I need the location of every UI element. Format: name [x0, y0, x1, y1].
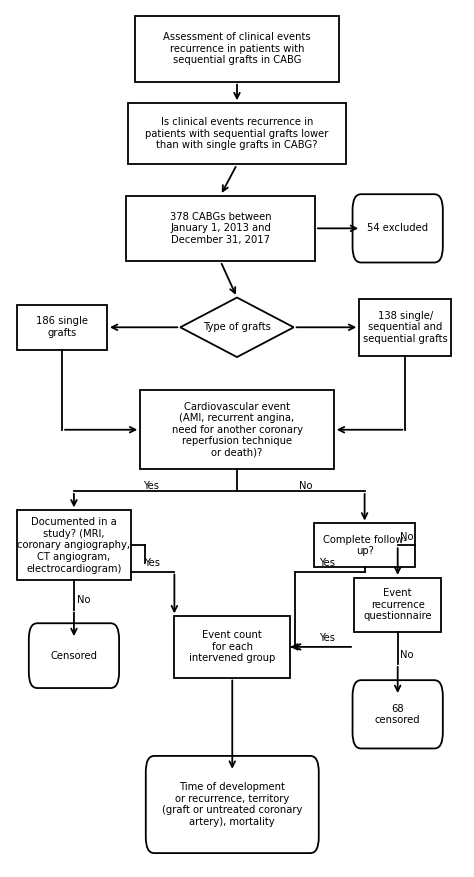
Text: Censored: Censored: [50, 651, 98, 660]
FancyBboxPatch shape: [354, 578, 441, 632]
Text: Yes: Yes: [143, 481, 159, 491]
Text: 378 CABGs between
January 1, 2013 and
December 31, 2017: 378 CABGs between January 1, 2013 and De…: [170, 211, 271, 245]
FancyBboxPatch shape: [136, 16, 338, 82]
Text: No: No: [400, 531, 413, 542]
Text: Is clinical events recurrence in
patients with sequential grafts lower
than with: Is clinical events recurrence in patient…: [146, 118, 328, 150]
Text: 138 single/
sequential and
sequential grafts: 138 single/ sequential and sequential gr…: [363, 310, 447, 344]
Text: Type of grafts: Type of grafts: [203, 322, 271, 332]
FancyBboxPatch shape: [314, 524, 415, 567]
FancyBboxPatch shape: [353, 681, 443, 748]
Text: Complete follow-
up?: Complete follow- up?: [323, 534, 407, 556]
FancyBboxPatch shape: [353, 194, 443, 262]
Text: 68
censored: 68 censored: [375, 703, 420, 725]
FancyBboxPatch shape: [140, 390, 334, 469]
Text: Documented in a
study? (MRI,
coronary angiography,
CT angiogram,
electrocardiogr: Documented in a study? (MRI, coronary an…: [18, 517, 130, 574]
FancyBboxPatch shape: [146, 756, 319, 853]
FancyBboxPatch shape: [359, 299, 451, 356]
FancyBboxPatch shape: [17, 304, 107, 350]
Text: 186 single
grafts: 186 single grafts: [36, 317, 88, 339]
FancyBboxPatch shape: [29, 624, 119, 688]
Text: Yes: Yes: [145, 558, 161, 568]
FancyBboxPatch shape: [126, 196, 315, 261]
FancyBboxPatch shape: [17, 510, 131, 581]
Text: 54 excluded: 54 excluded: [367, 224, 428, 233]
Text: Event
recurrence
questionnaire: Event recurrence questionnaire: [364, 588, 432, 622]
Text: No: No: [401, 651, 414, 660]
Text: Assessment of clinical events
recurrence in patients with
sequential grafts in C: Assessment of clinical events recurrence…: [163, 32, 311, 66]
Text: Yes: Yes: [319, 633, 335, 644]
Text: Cardiovascular event
(AMI, recurrent angina,
need for another coronary
reperfusi: Cardiovascular event (AMI, recurrent ang…: [172, 402, 302, 458]
FancyBboxPatch shape: [174, 617, 290, 678]
Text: Time of development
or recurrence, territory
(graft or untreated coronary
artery: Time of development or recurrence, terri…: [162, 782, 302, 827]
Text: Event count
for each
intervened group: Event count for each intervened group: [189, 631, 275, 664]
Text: No: No: [299, 481, 312, 491]
FancyBboxPatch shape: [128, 103, 346, 164]
Polygon shape: [180, 297, 294, 357]
Text: Yes: Yes: [319, 558, 336, 568]
Text: No: No: [77, 595, 90, 605]
